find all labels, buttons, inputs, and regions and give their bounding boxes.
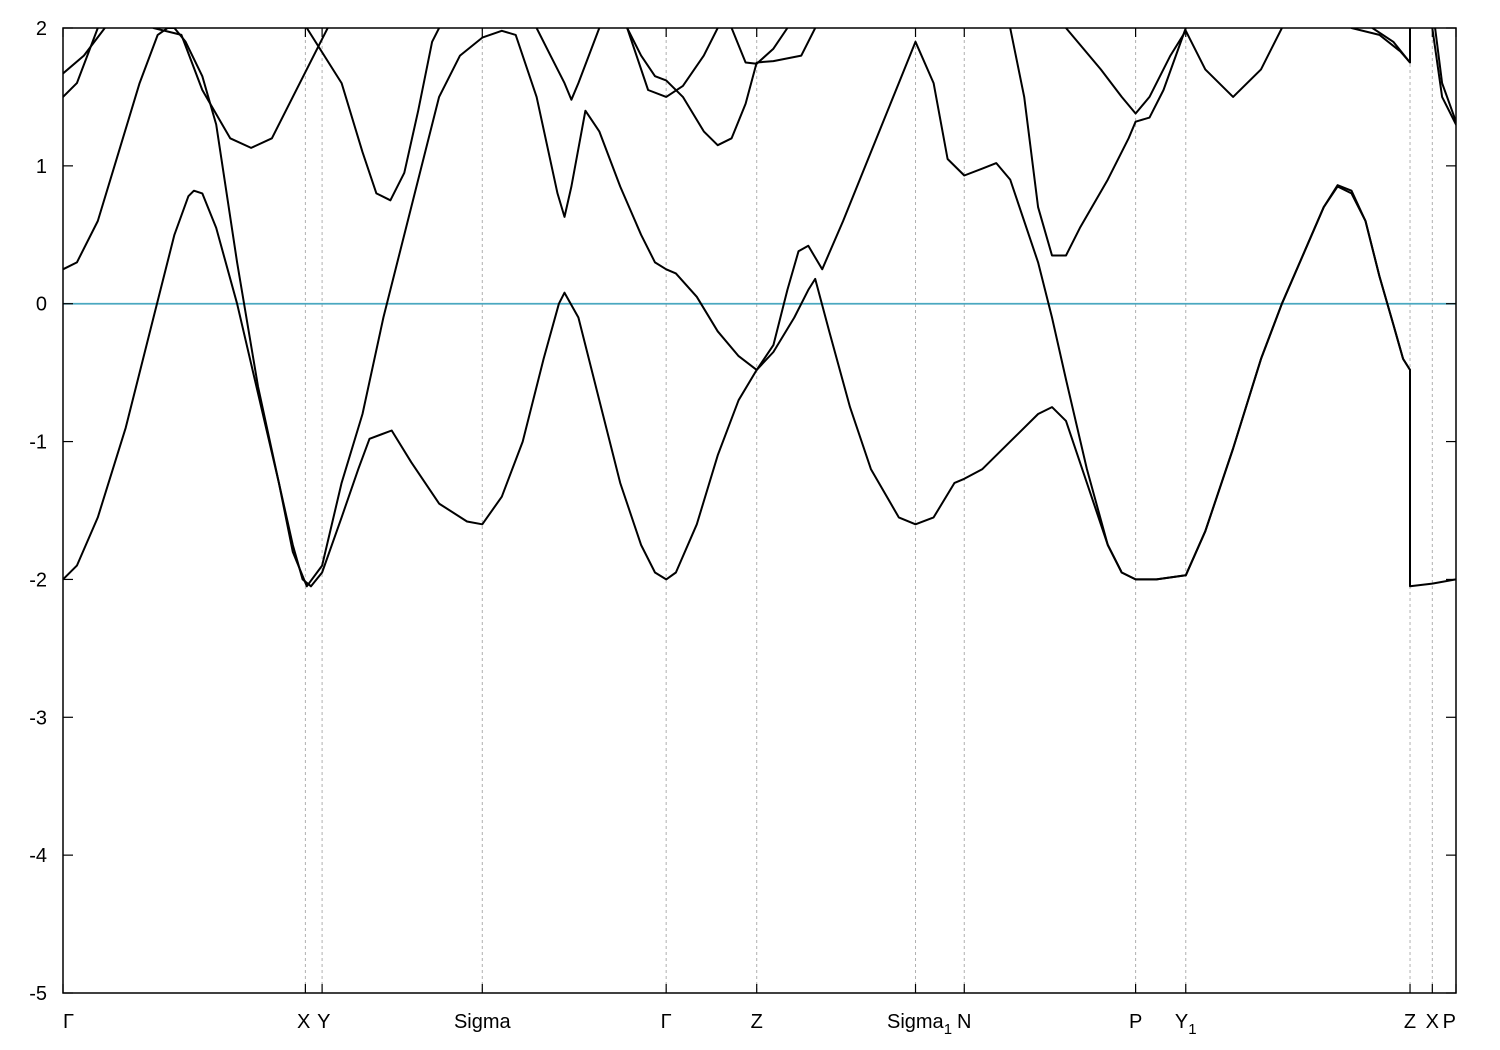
band-line-9 [626, 28, 719, 98]
y-tick-label: -2 [29, 569, 47, 591]
x-tick-label: P [1129, 1011, 1142, 1033]
band-line-5 [152, 28, 329, 149]
x-tick-label: X [297, 1011, 310, 1033]
band-line-4 [63, 28, 106, 75]
kpoint-lines [304, 28, 1433, 993]
band-line-1 [63, 185, 1456, 588]
band-line-16 [1431, 28, 1456, 126]
band-line-3 [63, 28, 99, 98]
y-tick-label: -5 [29, 983, 47, 1005]
x-tick-label: Z [751, 1011, 763, 1033]
x-tick-label: Sigma [454, 1011, 512, 1033]
x-tick-label: Y1 [1175, 1011, 1197, 1038]
x-tick-label: P [1443, 1011, 1456, 1033]
plot-frame [62, 27, 1457, 994]
x-tick-label: Γ [63, 1011, 74, 1033]
y-tick-label: 2 [36, 18, 47, 40]
y-axis: -5 -4 -3 -2 -1 0 1 2 [29, 18, 1456, 1005]
y-tick-label: 0 [36, 294, 47, 316]
x-tick-label: Γ [661, 1011, 672, 1033]
y-tick-label: -4 [29, 845, 47, 867]
band-line-14 [1350, 28, 1411, 64]
band-line-11 [1009, 28, 1187, 257]
y-tick-label: -1 [29, 432, 47, 454]
band-line-6 [305, 28, 441, 202]
band-line-15 [1434, 28, 1456, 123]
y-tick-label: -3 [29, 707, 47, 729]
band-line-2 [63, 28, 1411, 588]
band-line-10 [730, 28, 789, 65]
y-tick-label: 1 [36, 156, 47, 178]
band-series [63, 28, 1456, 588]
band-line-8 [626, 28, 817, 147]
x-tick-label: X [1426, 1011, 1439, 1033]
x-tick-label: Sigma1 [887, 1011, 952, 1038]
x-tick-label: Z [1404, 1011, 1416, 1033]
x-tick-label: Y [317, 1011, 330, 1033]
x-axis: Γ X Y Sigma Γ Z Sigma1 N P Y1 Z X P [62, 28, 1457, 1038]
band-line-12 [1065, 28, 1283, 115]
band-line-7 [535, 28, 601, 101]
x-tick-label: N [957, 1011, 971, 1033]
